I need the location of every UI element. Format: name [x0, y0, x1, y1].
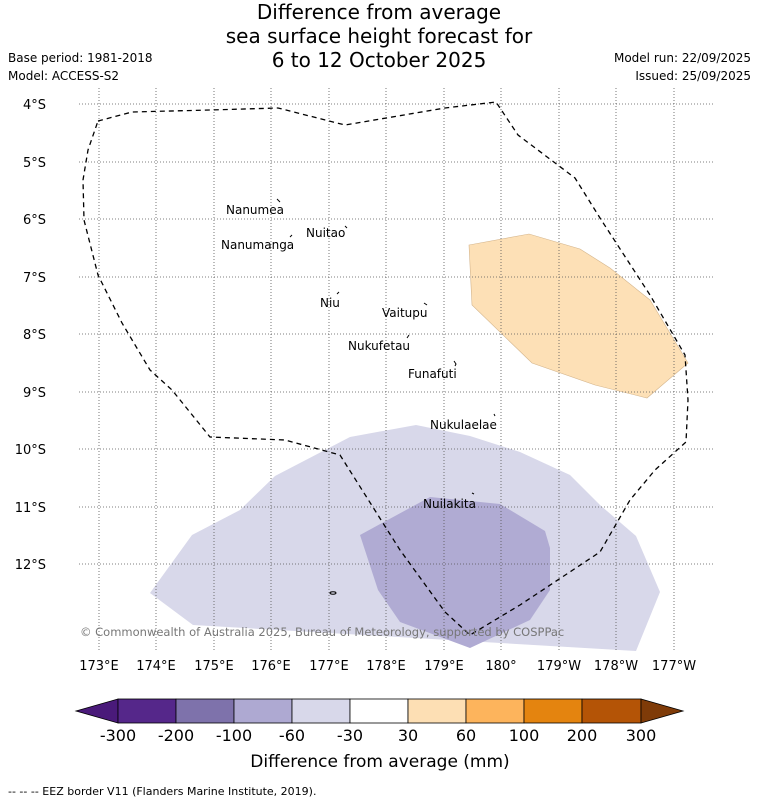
copyright-notice: © Commonwealth of Australia 2025, Bureau…	[80, 625, 564, 639]
colorbar-bin	[233, 698, 293, 724]
meta-left: Base period: 1981-2018 Model: ACCESS-S2	[8, 49, 153, 85]
colorbar-bin	[407, 698, 467, 724]
lat-label: 7°S	[23, 271, 46, 286]
island-funafuti	[453, 360, 457, 367]
colorbar-tick: -30	[337, 726, 363, 745]
place-label-nukufetau: Nukufetau	[348, 339, 410, 353]
colorbar-bin	[175, 698, 235, 724]
model-run: Model run: 22/09/2025	[613, 51, 751, 65]
colorbar-bin	[465, 698, 525, 724]
map-title: Difference from average sea surface heig…	[0, 0, 758, 72]
lon-label: 174°E	[136, 659, 176, 674]
colorbar-tick: -200	[158, 726, 194, 745]
place-label-nuilakita: Nuilakita	[423, 497, 476, 511]
place-label-nukulaelae: Nukulaelae	[430, 418, 497, 432]
lat-label: 5°S	[23, 156, 46, 171]
colorbar-tick: -60	[279, 726, 305, 745]
colorbar-tick: -100	[216, 726, 252, 745]
issued-date: Issued: 25/09/2025	[635, 69, 751, 83]
anomaly-region-plus-30-to-60	[468, 233, 689, 399]
colorbar-bin	[523, 698, 583, 724]
colorbar-tick: 100	[509, 726, 540, 745]
eez-legend-note: -- -- -- EEZ border V11 (Flanders Marine…	[8, 785, 317, 798]
lon-label: 177°E	[309, 659, 349, 674]
lon-label: 176°E	[251, 659, 291, 674]
base-period: Base period: 1981-2018	[8, 51, 153, 65]
colorbar-tick: 30	[398, 726, 418, 745]
island-nukufetau	[406, 334, 410, 339]
island-reef	[329, 591, 337, 595]
lon-label: 175°E	[194, 659, 234, 674]
anomaly-shading	[150, 233, 689, 651]
colorbar	[74, 698, 685, 724]
eez-border	[82, 101, 689, 636]
island-nanumanga	[289, 234, 293, 238]
lat-label: 10°S	[15, 443, 46, 458]
lon-label: 179°W	[537, 659, 581, 674]
title-line-1: Difference from average	[256, 0, 502, 24]
place-label-niu: Niu	[320, 296, 340, 310]
lon-label: 178°W	[594, 659, 638, 674]
colorbar-under-arrow	[74, 698, 119, 724]
lat-label: 6°S	[23, 213, 46, 228]
colorbar-tick: -300	[100, 726, 136, 745]
lat-label: 8°S	[23, 328, 46, 343]
place-label-funafuti: Funafuti	[408, 367, 457, 381]
islands	[276, 198, 496, 595]
colorbar-bin	[117, 698, 177, 724]
model-name: Model: ACCESS-S2	[8, 69, 120, 83]
island-nuilakita	[471, 492, 475, 495]
colorbar-bin	[581, 698, 642, 724]
island-nanumea	[276, 198, 281, 203]
lon-label: 178°E	[366, 659, 406, 674]
graticule	[79, 88, 714, 651]
lat-label: 9°S	[23, 386, 46, 401]
title-line-2: sea surface height forecast for	[225, 24, 533, 48]
meta-right: Model run: 22/09/2025 Issued: 25/09/2025	[614, 49, 751, 85]
colorbar-tick: 200	[567, 726, 598, 745]
island-nukulaelae	[493, 413, 496, 417]
lon-label: 179°E	[424, 659, 464, 674]
lon-label: 173°E	[79, 659, 119, 674]
island-niu	[336, 291, 340, 295]
colorbar-bin	[349, 698, 409, 724]
place-label-nanumea: Nanumea	[226, 203, 284, 217]
colorbar-title: Difference from average (mm)	[250, 752, 509, 772]
anomaly-region-minus-60-to-100	[360, 497, 550, 648]
lon-label: 177°W	[652, 659, 696, 674]
lat-label: 4°S	[23, 98, 46, 113]
colorbar-tick: 60	[456, 726, 476, 745]
place-label-vaitupu: Vaitupu	[382, 306, 428, 320]
title-line-3: 6 to 12 October 2025	[271, 48, 487, 72]
place-label-nuitao: Nuitao	[306, 226, 345, 240]
colorbar-bin	[291, 698, 351, 724]
lat-label: 12°S	[15, 558, 46, 573]
lon-label: 180°	[485, 659, 516, 674]
island-nuitao	[344, 225, 348, 229]
island-vaitupu	[423, 302, 428, 306]
colorbar-over-arrow	[640, 698, 685, 724]
place-label-nanumanga: Nanumanga	[221, 238, 294, 252]
lat-label: 11°S	[15, 501, 46, 516]
colorbar-tick: 300	[626, 726, 657, 745]
